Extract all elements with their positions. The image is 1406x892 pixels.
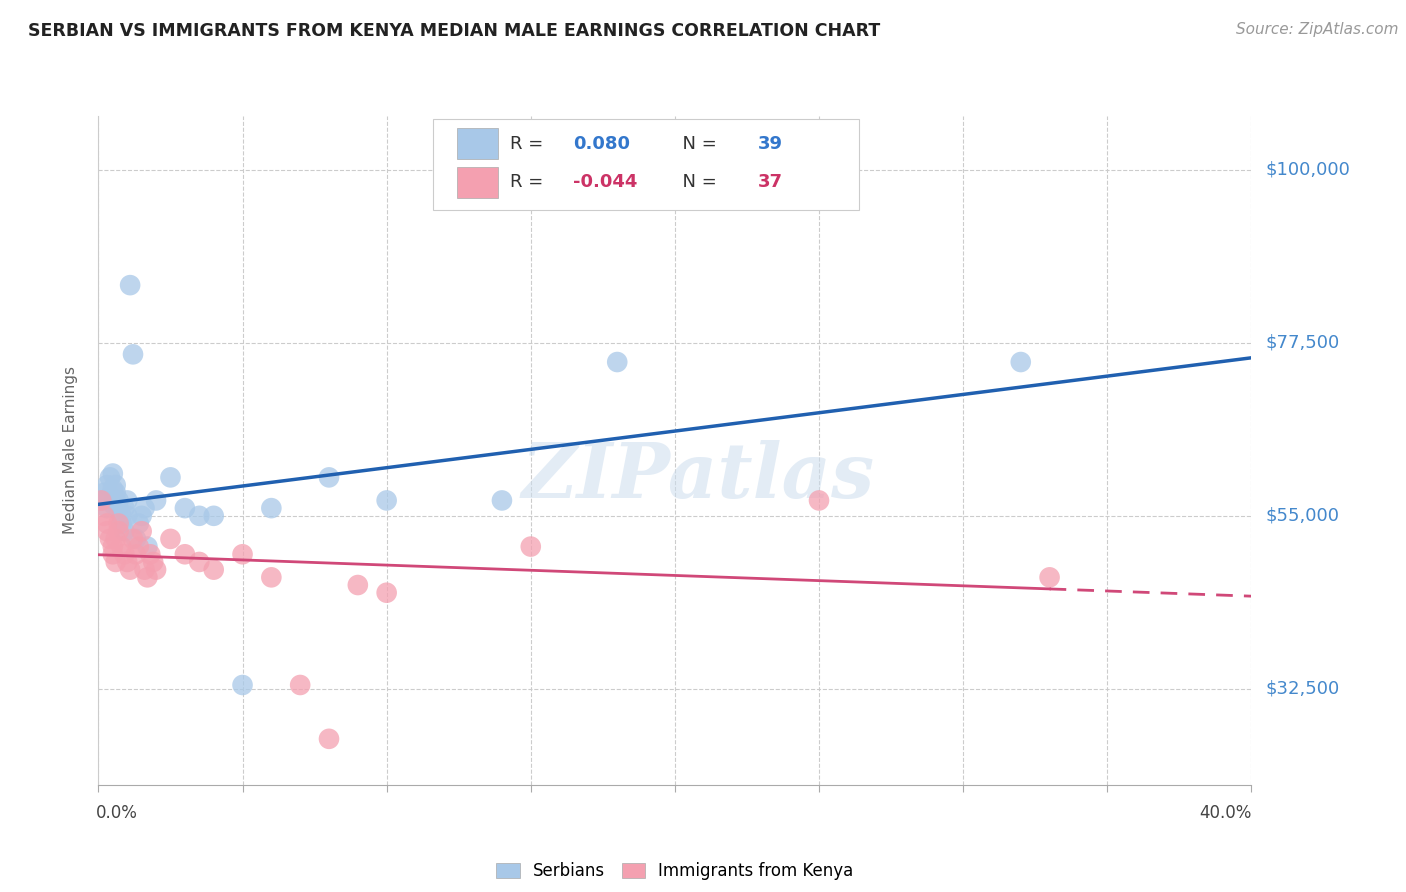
Point (101, 482, 124, 496)
Point (104, 478, 127, 492)
Point (131, 524, 153, 539)
Text: $32,500: $32,500 (1265, 680, 1340, 698)
Point (96, 478, 118, 492)
Point (122, 347, 145, 361)
Point (134, 501, 156, 516)
Text: ZIPatlas: ZIPatlas (522, 441, 875, 514)
Text: -0.044: -0.044 (574, 173, 638, 191)
Point (117, 508, 138, 523)
Point (120, 563, 142, 577)
Text: 37: 37 (758, 173, 783, 191)
Point (520, 540, 543, 554)
Text: 40.0%: 40.0% (1199, 805, 1251, 822)
Point (96, 516, 118, 531)
Point (117, 493, 138, 508)
Point (188, 508, 211, 523)
Point (375, 493, 398, 508)
Text: 0.0%: 0.0% (96, 805, 138, 822)
Point (104, 485, 127, 500)
Point (491, 493, 513, 508)
Point (112, 501, 135, 516)
Point (96, 524, 118, 539)
Point (606, 355, 628, 369)
Point (107, 501, 129, 516)
Point (318, 470, 340, 484)
Point (93, 485, 115, 500)
Text: Source: ZipAtlas.com: Source: ZipAtlas.com (1236, 22, 1399, 37)
Text: $55,000: $55,000 (1265, 507, 1340, 524)
Point (142, 555, 165, 569)
Point (104, 493, 127, 508)
Point (117, 555, 138, 569)
Point (112, 547, 135, 561)
Point (1038, 570, 1062, 584)
Point (346, 578, 368, 592)
Point (112, 524, 135, 539)
Text: 0.080: 0.080 (574, 135, 630, 153)
Text: 39: 39 (758, 135, 783, 153)
Point (93, 508, 115, 523)
Point (1010, 355, 1032, 369)
Point (101, 540, 124, 554)
Point (260, 570, 283, 584)
Point (159, 470, 181, 484)
Point (131, 508, 153, 523)
Point (807, 493, 830, 508)
Point (260, 501, 283, 516)
Point (122, 532, 145, 546)
Point (174, 547, 197, 561)
Point (104, 555, 127, 569)
Point (139, 547, 162, 561)
Point (125, 532, 148, 546)
Point (231, 678, 254, 692)
Point (96, 501, 118, 516)
Point (98, 532, 121, 546)
Point (174, 501, 197, 516)
Text: $77,500: $77,500 (1265, 334, 1340, 351)
Y-axis label: Median Male Earnings: Median Male Earnings (63, 367, 79, 534)
Point (290, 678, 312, 692)
Text: N =: N = (672, 173, 723, 191)
Point (104, 532, 127, 546)
Point (101, 497, 124, 511)
Point (145, 563, 167, 577)
Point (98, 490, 121, 504)
Text: N =: N = (672, 135, 723, 153)
Text: R =: R = (510, 135, 548, 153)
Legend: Serbians, Immigrants from Kenya: Serbians, Immigrants from Kenya (488, 854, 862, 888)
Point (231, 547, 254, 561)
Point (188, 555, 211, 569)
Point (145, 493, 167, 508)
Point (107, 524, 129, 539)
Point (90, 493, 112, 508)
Point (101, 547, 124, 561)
Point (318, 731, 340, 746)
Point (375, 585, 398, 599)
Point (107, 493, 129, 508)
Point (90, 493, 112, 508)
Point (202, 508, 225, 523)
Point (125, 547, 148, 561)
Point (110, 508, 132, 523)
FancyBboxPatch shape (457, 128, 499, 159)
Point (134, 563, 156, 577)
FancyBboxPatch shape (433, 120, 859, 210)
Point (120, 278, 142, 293)
FancyBboxPatch shape (457, 167, 499, 198)
Point (136, 570, 159, 584)
Point (110, 516, 132, 531)
Point (101, 467, 124, 481)
Text: R =: R = (510, 173, 548, 191)
Point (128, 540, 150, 554)
Point (202, 563, 225, 577)
Point (159, 532, 181, 546)
Point (136, 540, 159, 554)
Point (98, 470, 121, 484)
Point (107, 516, 129, 531)
Point (110, 540, 132, 554)
Text: $100,000: $100,000 (1265, 161, 1350, 178)
Point (128, 516, 150, 531)
Text: SERBIAN VS IMMIGRANTS FROM KENYA MEDIAN MALE EARNINGS CORRELATION CHART: SERBIAN VS IMMIGRANTS FROM KENYA MEDIAN … (28, 22, 880, 40)
